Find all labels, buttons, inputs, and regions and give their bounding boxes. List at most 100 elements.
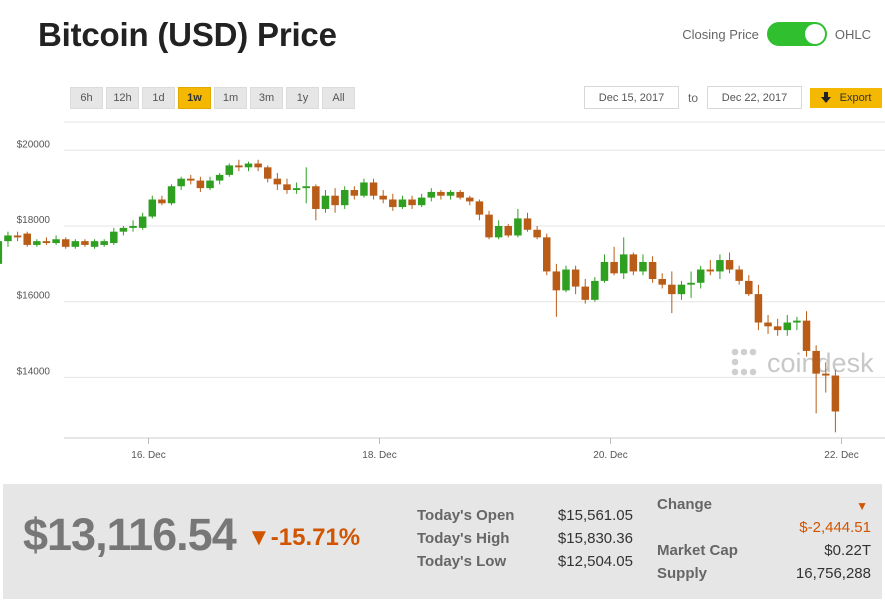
candle-body — [456, 191, 464, 198]
candle-body — [235, 165, 243, 168]
candle-body — [822, 373, 830, 376]
candle-body — [350, 190, 359, 196]
candle-body — [167, 186, 176, 204]
candle-body — [81, 241, 89, 245]
x-tick-label: 22. Dec — [824, 450, 858, 461]
candle-body — [485, 214, 493, 238]
candle-body — [494, 226, 503, 238]
change-percent: ▼-15.71% — [247, 524, 361, 551]
candle-body — [369, 182, 378, 196]
candle-body — [312, 186, 320, 209]
y-tick-label: $14000 — [17, 366, 51, 377]
change-label: Change — [657, 496, 713, 513]
change-value: $-2,444.51 — [799, 519, 871, 536]
candle-body — [562, 269, 570, 291]
change-down-icon: ▼ — [856, 499, 868, 513]
candle-body — [591, 280, 599, 300]
candle-body — [696, 269, 705, 283]
candle-body — [581, 286, 589, 300]
candle-body — [206, 180, 214, 189]
date-separator: to — [688, 90, 699, 105]
candle-body — [706, 269, 715, 272]
candle-body — [0, 241, 3, 264]
candle-body — [437, 191, 445, 196]
low-value: $12,504.05 — [557, 553, 633, 570]
candle-body — [648, 261, 657, 279]
high-label: Today's High — [417, 530, 510, 547]
candle-body — [177, 178, 185, 187]
export-label: Export — [839, 91, 872, 104]
price-mode-toggle[interactable] — [766, 22, 827, 46]
candle-body — [552, 271, 561, 291]
supply-label: Supply — [657, 565, 708, 582]
coindesk-logo-icon — [731, 348, 757, 376]
candle-body — [725, 260, 734, 270]
candle-body — [273, 178, 282, 185]
export-button[interactable]: Export — [810, 87, 883, 108]
market-cap-label: Market Cap — [657, 542, 738, 559]
candle-body — [110, 231, 118, 244]
candle-body — [619, 254, 628, 274]
candle-body — [745, 280, 753, 295]
watermark-text: coindesk — [767, 348, 874, 378]
candle-body — [514, 218, 522, 236]
candle-body — [331, 195, 339, 206]
range-button-1d[interactable]: 1d — [142, 87, 175, 109]
candle-body — [398, 199, 407, 208]
range-button-6h[interactable]: 6h — [70, 87, 103, 109]
x-axis: 16. Dec 18. Dec 20. Dec 22. Dec — [64, 437, 885, 461]
candle-body — [244, 163, 253, 168]
candle-body — [677, 284, 686, 295]
date-range: Dec 15, 2017 to Dec 22, 2017 Export — [584, 86, 883, 109]
price-mode-toggle-group: Closing Price OHLC — [682, 22, 871, 46]
coindesk-watermark: coindesk — [731, 348, 874, 378]
candle-body — [668, 284, 676, 295]
candle-body — [4, 235, 12, 242]
toggle-knob — [804, 24, 825, 44]
toggle-label-ohlc: OHLC — [834, 26, 871, 42]
date-to-input[interactable]: Dec 22, 2017 — [707, 86, 803, 109]
y-tick-label: $18000 — [17, 215, 51, 226]
candle-body — [475, 201, 484, 215]
candle-body — [148, 199, 157, 217]
candle-body — [61, 239, 70, 247]
candle-body — [417, 197, 426, 206]
open-label: Today's Open — [417, 507, 515, 524]
price-chart: $14000 $16000 $18000 $20000 16. Dec 18. Dec 2… — [0, 121, 885, 461]
candle-body — [764, 322, 772, 327]
range-button-12h[interactable]: 12h — [106, 87, 139, 109]
supply-value: 16,756,288 — [795, 565, 871, 582]
candle-body — [13, 235, 22, 238]
candle-body — [340, 190, 349, 206]
candle-body — [543, 237, 551, 272]
candle-body — [812, 350, 820, 374]
market-cap-value: $0.22T — [824, 542, 871, 559]
x-tick-label: 18. Dec — [362, 450, 396, 461]
candle-body — [33, 241, 41, 245]
range-button-1y[interactable]: 1y — [286, 87, 319, 109]
candle-body — [610, 261, 618, 274]
candle-body — [119, 227, 128, 232]
range-button-3m[interactable]: 3m — [250, 87, 283, 109]
candle-body — [639, 261, 647, 272]
candle-body — [389, 199, 397, 208]
candle-body — [321, 195, 330, 209]
candle-body — [523, 218, 532, 230]
candle-body — [71, 241, 80, 247]
candle-body — [254, 163, 262, 168]
range-button-all[interactable]: All — [322, 87, 355, 109]
candle-body — [263, 167, 272, 179]
current-price: $13,116.54 — [23, 509, 237, 560]
low-label: Today's Low — [417, 553, 507, 570]
range-button-1w[interactable]: 1w — [178, 87, 211, 109]
range-button-1m[interactable]: 1m — [214, 87, 247, 109]
candle-body — [302, 186, 310, 189]
candle-body — [379, 195, 387, 200]
candle-body — [187, 178, 195, 181]
toggle-label-closing-price: Closing Price — [682, 26, 759, 42]
chart-grid — [64, 121, 885, 378]
high-value: $15,830.36 — [557, 530, 633, 547]
candle-body — [571, 269, 580, 287]
date-from-input[interactable]: Dec 15, 2017 — [584, 86, 679, 109]
candle-body — [427, 191, 436, 198]
